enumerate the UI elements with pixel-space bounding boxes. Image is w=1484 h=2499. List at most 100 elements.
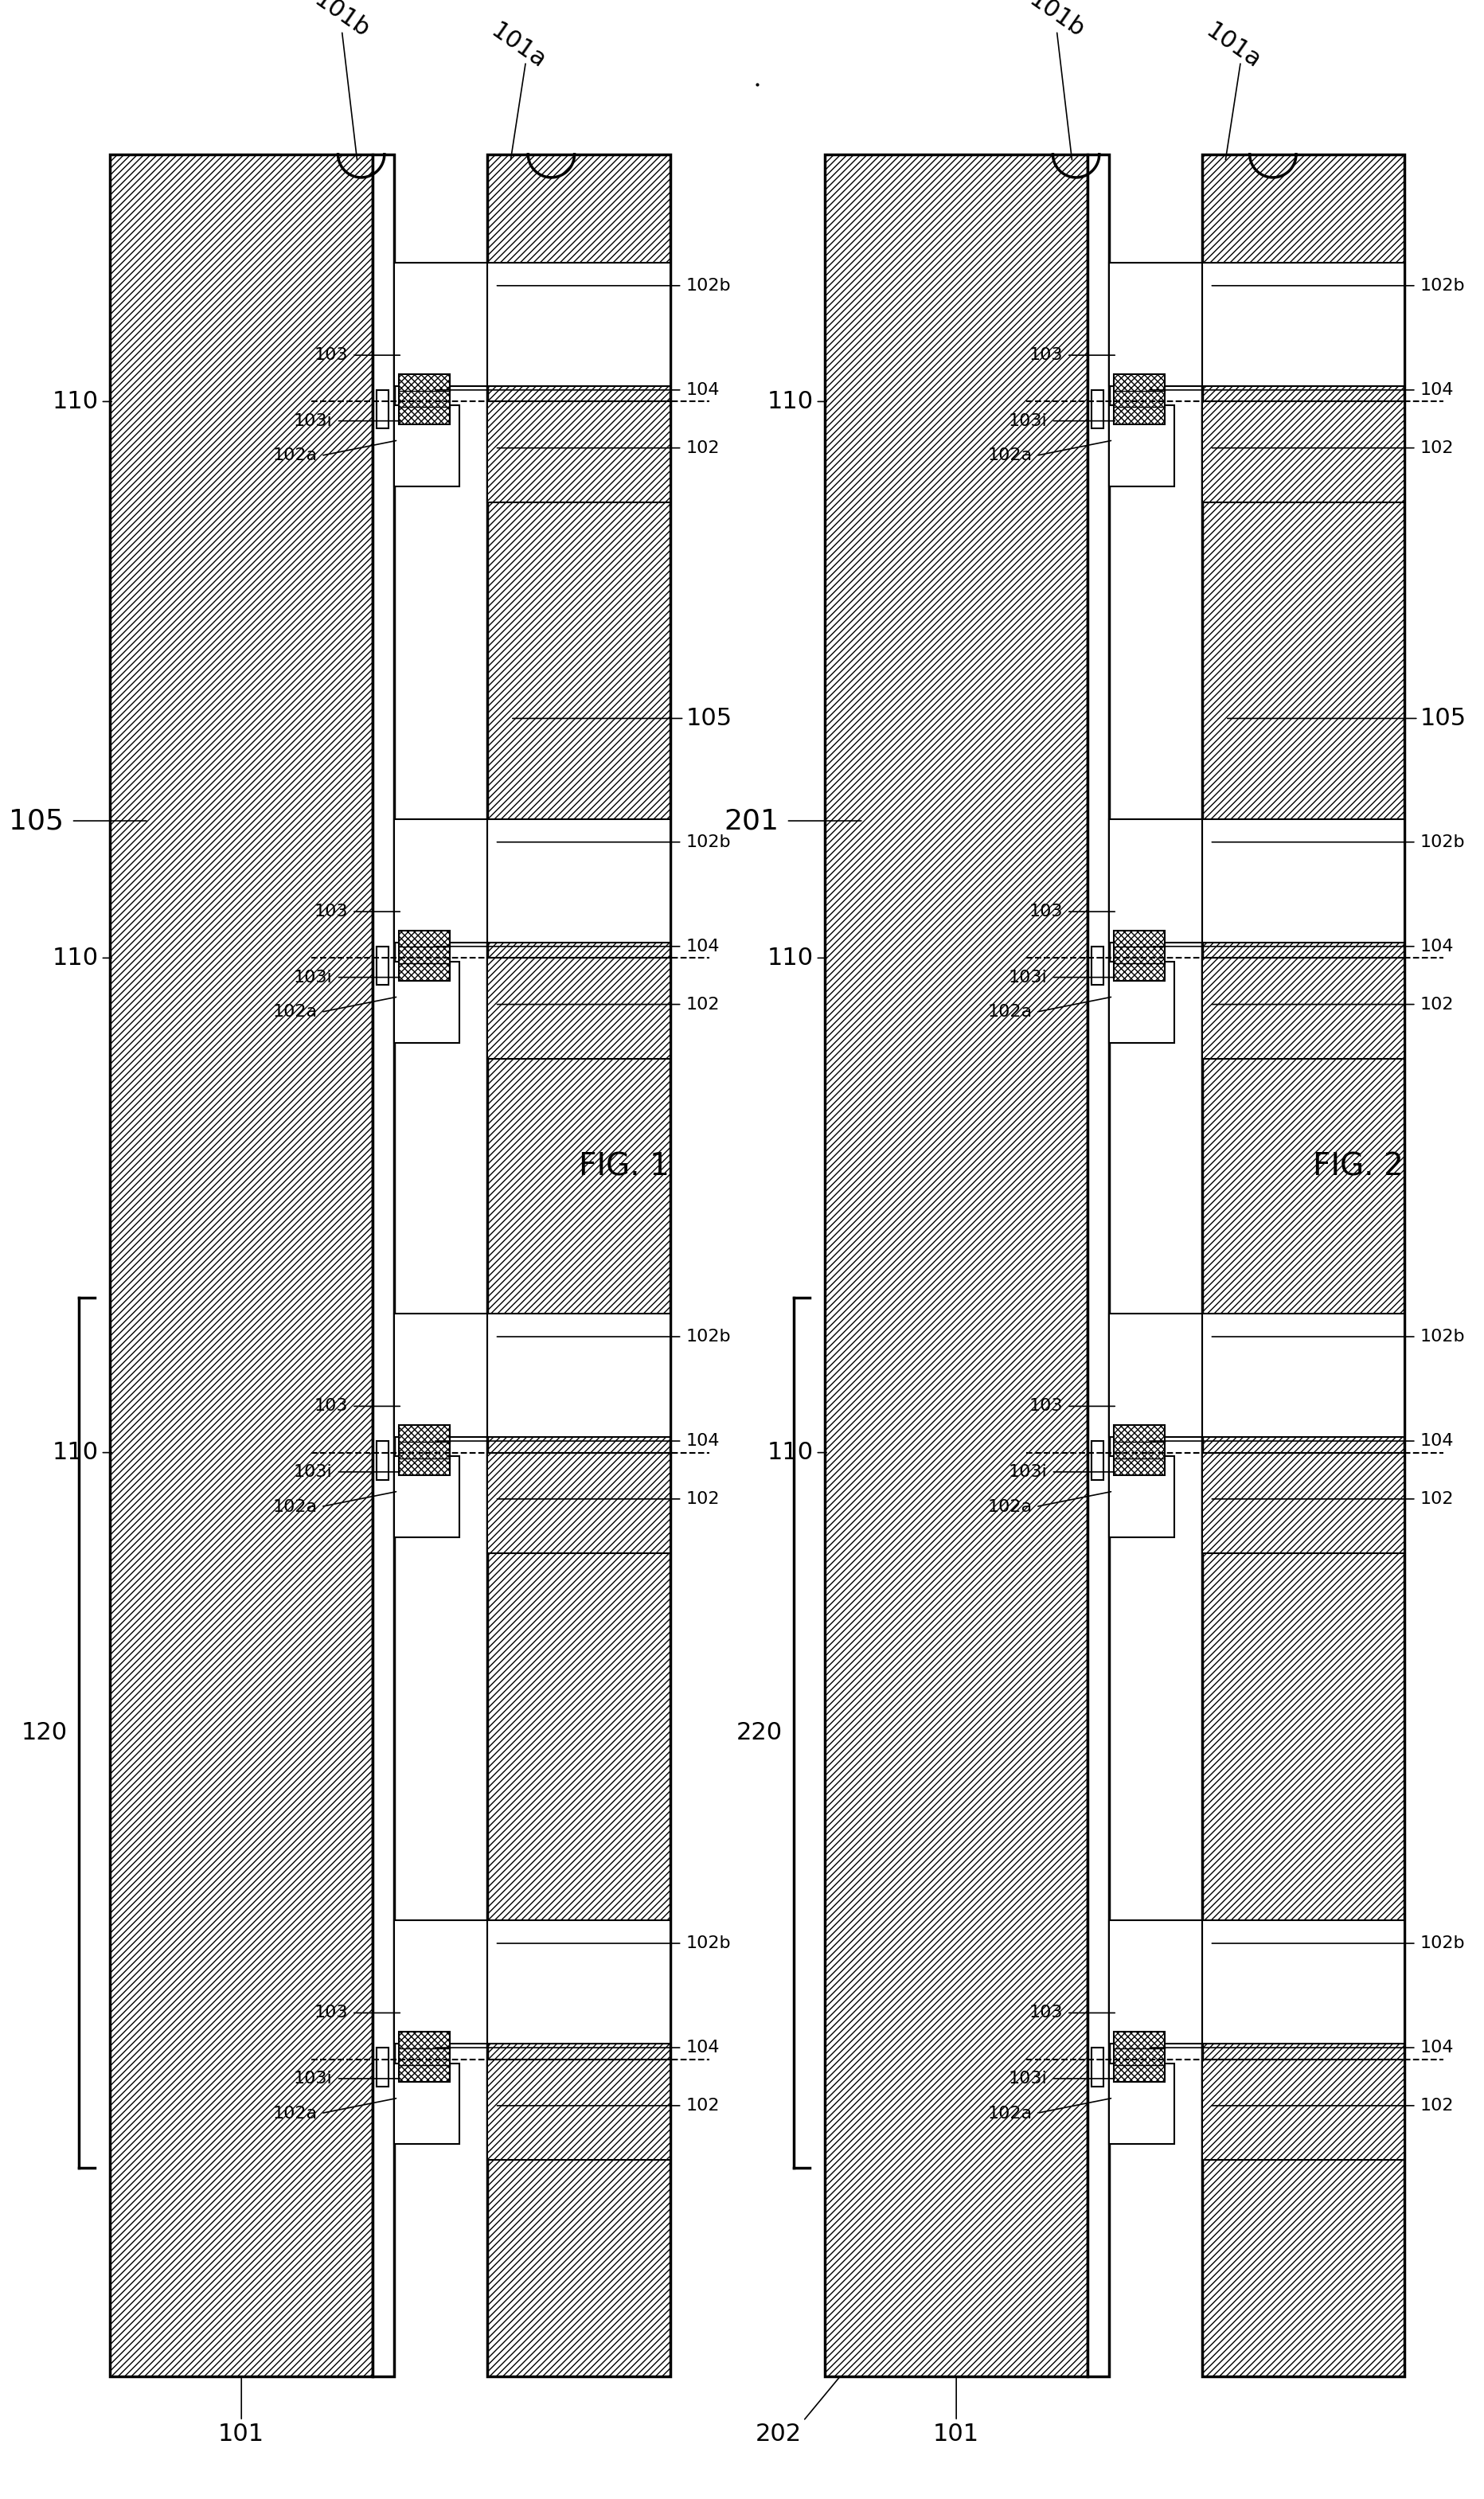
Text: 202: 202	[755, 2422, 801, 2447]
Text: 110: 110	[52, 390, 98, 412]
Text: 102a: 102a	[273, 2104, 318, 2122]
Text: 101a: 101a	[487, 20, 549, 72]
Bar	[1202, 262, 1404, 387]
Text: 103i: 103i	[294, 2072, 332, 2087]
Bar	[825, 155, 1088, 2377]
Text: FIG. 1: FIG. 1	[579, 1152, 669, 1182]
Bar	[487, 155, 671, 2377]
Bar	[377, 390, 389, 430]
Text: 102a: 102a	[273, 447, 318, 465]
Text: 110: 110	[767, 390, 813, 412]
Text: 102a: 102a	[273, 1005, 318, 1020]
Text: 102: 102	[686, 2097, 720, 2114]
Text: 102a: 102a	[273, 1499, 318, 1514]
Text: 110: 110	[767, 947, 813, 970]
Text: 110: 110	[52, 947, 98, 970]
Bar	[487, 262, 671, 387]
Bar	[1202, 1919, 1404, 2044]
Bar	[372, 155, 395, 2377]
Bar	[487, 1919, 671, 2044]
Bar	[1114, 1424, 1165, 1474]
Text: 102: 102	[1420, 2097, 1454, 2114]
Bar	[1092, 2047, 1103, 2087]
Bar	[487, 402, 671, 502]
Bar	[1110, 405, 1174, 487]
Bar	[377, 947, 389, 985]
Bar	[395, 262, 487, 387]
Text: 104: 104	[1420, 2039, 1454, 2057]
Bar	[1202, 1452, 1404, 1552]
Text: 104: 104	[686, 382, 720, 397]
Bar	[399, 1424, 450, 1474]
Text: 102a: 102a	[987, 2104, 1031, 2122]
Text: 103i: 103i	[294, 970, 332, 985]
Bar	[1110, 1314, 1202, 1437]
Bar	[1202, 820, 1404, 942]
Text: 102b: 102b	[686, 1329, 730, 1344]
Text: 105: 105	[9, 807, 64, 835]
Text: 101: 101	[218, 2422, 264, 2447]
Text: 102: 102	[686, 1492, 720, 1507]
Bar	[377, 2047, 389, 2087]
Text: 101b: 101b	[1025, 0, 1089, 42]
Bar	[395, 962, 460, 1042]
Text: 102: 102	[1420, 997, 1454, 1012]
Text: 103i: 103i	[1009, 1464, 1048, 1479]
Text: 103: 103	[315, 1399, 349, 1414]
Bar	[377, 1442, 389, 1479]
Text: 101a: 101a	[1201, 20, 1264, 72]
Bar	[1114, 2032, 1165, 2082]
Bar	[1110, 1457, 1174, 1537]
Text: 103i: 103i	[294, 412, 332, 430]
Text: 103: 103	[1028, 347, 1063, 362]
Bar	[487, 957, 671, 1060]
Bar	[110, 155, 372, 2377]
Text: 102b: 102b	[1420, 1934, 1465, 1952]
Text: 104: 104	[1420, 940, 1454, 955]
Bar	[399, 2032, 450, 2082]
Text: 105: 105	[686, 707, 732, 730]
Bar	[395, 1314, 487, 1437]
Text: 102: 102	[686, 440, 720, 455]
Text: 104: 104	[686, 1432, 720, 1449]
Bar	[1114, 930, 1165, 980]
Text: 103i: 103i	[1009, 412, 1048, 430]
Text: 105: 105	[1420, 707, 1466, 730]
Text: 104: 104	[1420, 382, 1454, 397]
Text: 102b: 102b	[1420, 1329, 1465, 1344]
Text: 102a: 102a	[987, 1005, 1031, 1020]
Bar	[487, 820, 671, 942]
Bar	[1110, 1919, 1202, 2044]
Bar	[1092, 1442, 1103, 1479]
Text: 102a: 102a	[987, 1499, 1031, 1514]
Bar	[395, 1919, 487, 2044]
Text: 101: 101	[933, 2422, 979, 2447]
Bar	[1088, 155, 1110, 2377]
Text: 220: 220	[736, 1722, 782, 1744]
Text: 102b: 102b	[1420, 277, 1465, 292]
Text: 102b: 102b	[686, 835, 730, 850]
Bar	[1114, 375, 1165, 425]
Text: 103: 103	[315, 2004, 349, 2022]
Text: 102b: 102b	[1420, 835, 1465, 850]
Bar	[399, 930, 450, 980]
Text: 102: 102	[1420, 440, 1454, 455]
Text: 102: 102	[1420, 1492, 1454, 1507]
Bar	[395, 820, 487, 942]
Bar	[1202, 1314, 1404, 1437]
Text: 110: 110	[52, 1442, 98, 1464]
Text: 120: 120	[21, 1722, 67, 1744]
Text: 102b: 102b	[686, 1934, 730, 1952]
Bar	[1202, 155, 1404, 2377]
Bar	[1110, 262, 1202, 387]
Bar	[1092, 947, 1103, 985]
Bar	[395, 1457, 460, 1537]
Bar	[487, 2059, 671, 2159]
Bar	[395, 2064, 460, 2144]
Bar	[395, 405, 460, 487]
Text: 110: 110	[767, 1442, 813, 1464]
Text: 103i: 103i	[294, 1464, 332, 1479]
Text: 103i: 103i	[1009, 970, 1048, 985]
Bar	[1110, 820, 1202, 942]
Text: 103: 103	[315, 347, 349, 362]
